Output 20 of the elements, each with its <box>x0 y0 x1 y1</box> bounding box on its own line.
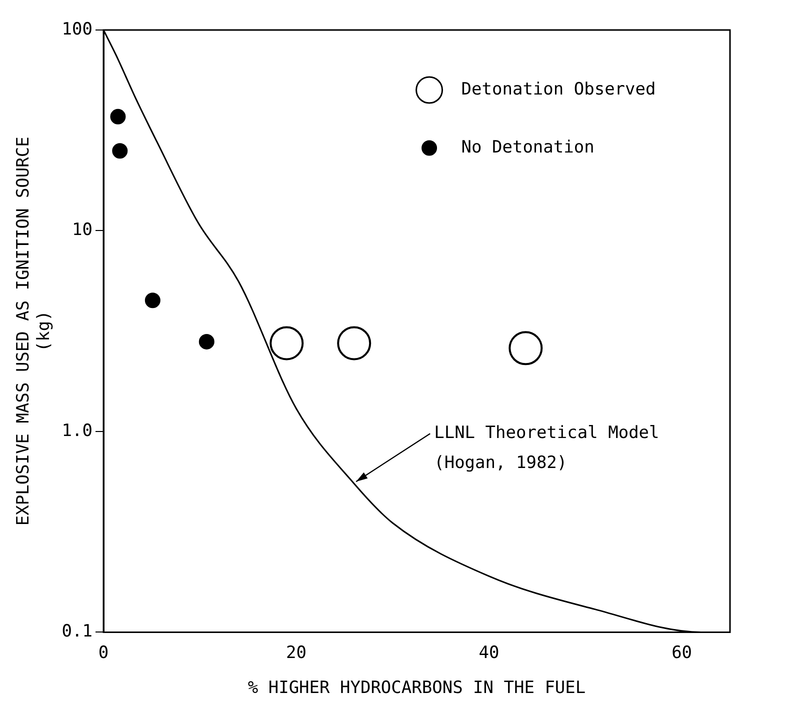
y-axis-title: EXPLOSIVE MASS USED AS IGNITION SOURCE (kg) <box>14 136 54 526</box>
annotation: LLNL Theoretical Model (Hogan, 1982) <box>434 423 660 474</box>
point <box>337 326 372 360</box>
point <box>110 108 126 124</box>
point <box>144 292 160 308</box>
y-tick-label: 0.1 <box>62 622 93 642</box>
x-tick-label: 40 <box>478 642 500 663</box>
y-tick-label: 1.0 <box>62 420 93 441</box>
y-tick-label: 10 <box>72 220 93 240</box>
point <box>112 143 128 159</box>
point <box>270 326 304 360</box>
x-axis-title: % HIGHER HYDROCARBONS IN THE FUEL <box>248 678 586 698</box>
legend-label: Detonation Observed <box>461 79 656 100</box>
legend-label: No Detonation <box>461 137 594 158</box>
point <box>508 331 543 366</box>
point <box>198 334 214 350</box>
x-tick-label: 60 <box>672 642 692 663</box>
y-tick-label: 100 <box>62 19 93 40</box>
x-tick-label: 20 <box>286 642 307 663</box>
x-tick-label: 0 <box>98 642 109 663</box>
